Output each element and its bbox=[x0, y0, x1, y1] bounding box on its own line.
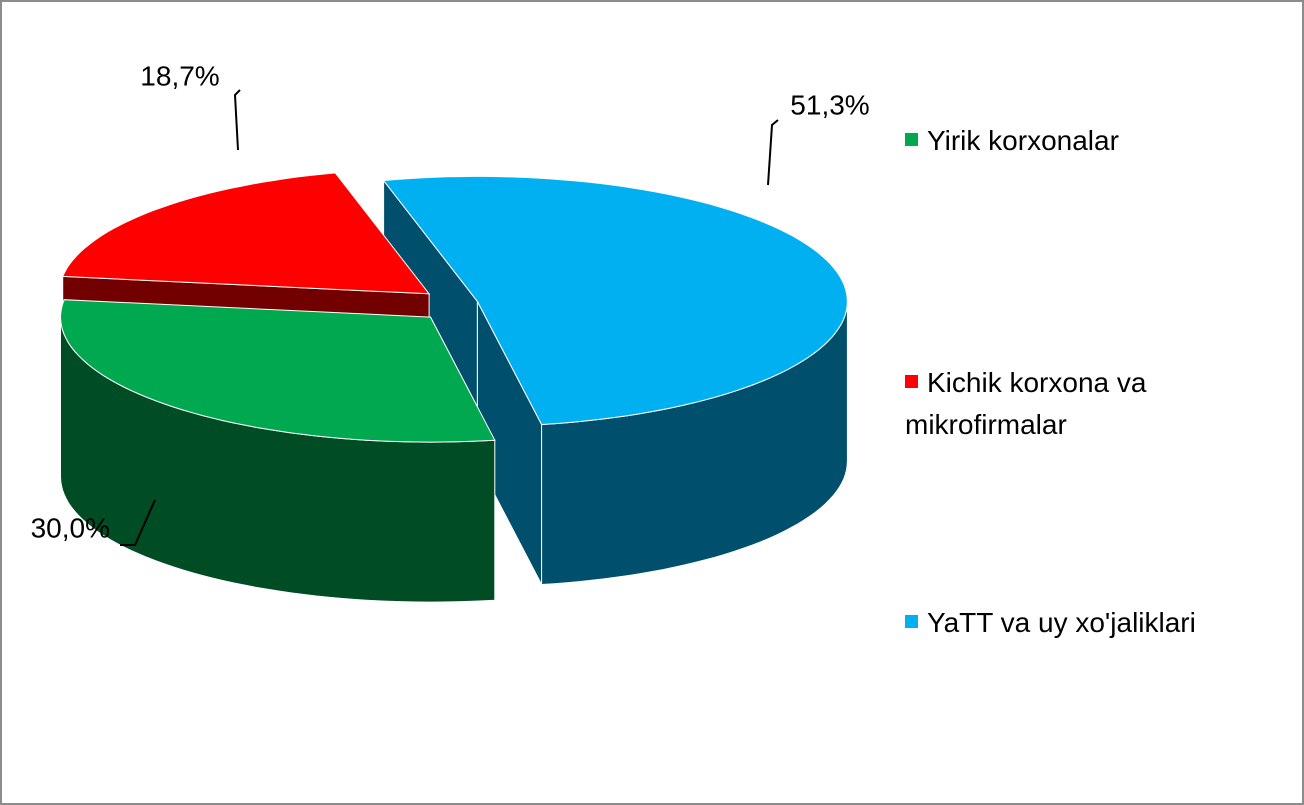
legend-label: YaTT va uy xo'jaliklari bbox=[927, 607, 1196, 638]
slice bbox=[61, 172, 431, 295]
legend-label: Yirik korxonalar bbox=[927, 125, 1119, 156]
data-label: 51,3% bbox=[790, 89, 869, 120]
legend-swatch bbox=[905, 615, 918, 629]
leader-line bbox=[233, 89, 241, 151]
slice bbox=[59, 299, 496, 443]
data-label: 18,7% bbox=[140, 60, 219, 91]
legend-swatch bbox=[905, 375, 918, 389]
leader-line bbox=[120, 499, 156, 546]
data-label: 30,0% bbox=[31, 512, 110, 543]
legend-label: Kichik korxona va mikrofirmalar bbox=[905, 367, 1147, 440]
legend-item: Yirik korxonalar bbox=[905, 120, 1275, 162]
leader-line bbox=[767, 119, 779, 186]
legend-swatch bbox=[905, 133, 918, 147]
legend-item: YaTT va uy xo'jaliklari bbox=[905, 602, 1275, 644]
slice bbox=[382, 175, 848, 426]
legend-item: Kichik korxona va mikrofirmalar bbox=[905, 362, 1275, 446]
